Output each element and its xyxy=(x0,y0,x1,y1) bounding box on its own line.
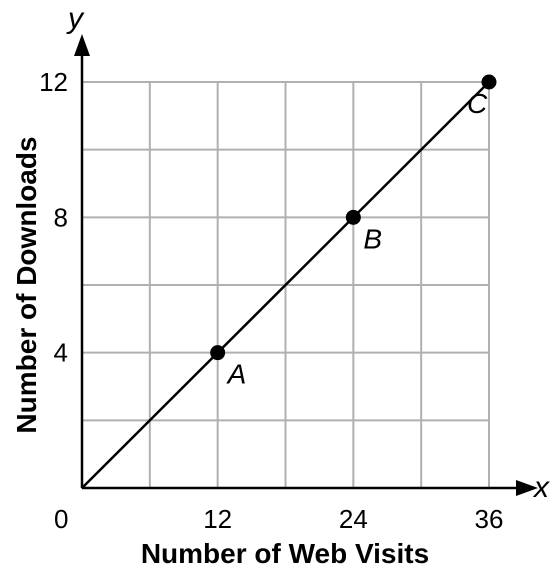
x-axis-arrowhead xyxy=(516,480,538,496)
point-label-c: C xyxy=(467,88,488,119)
axes: x y xyxy=(66,2,550,504)
y-tick-label: 12 xyxy=(39,67,68,97)
y-tick-label: 8 xyxy=(54,202,68,232)
origin-label: 0 xyxy=(54,504,68,534)
data-points: A B C xyxy=(210,74,497,390)
point-label-b: B xyxy=(363,223,382,254)
series-line xyxy=(81,81,490,489)
x-tick-label: 24 xyxy=(339,504,368,534)
y-axis-variable: y xyxy=(66,2,85,35)
data-point-b xyxy=(345,209,361,225)
data-point-a xyxy=(210,345,226,361)
point-label-a: A xyxy=(226,359,247,390)
y-tick-label: 4 xyxy=(54,338,68,368)
y-axis-title: Number of Downloads xyxy=(11,136,42,433)
x-tick-label: 12 xyxy=(203,504,232,534)
x-axis-title: Number of Web Visits xyxy=(141,538,429,569)
data-point-c xyxy=(481,74,497,90)
x-axis-variable: x xyxy=(532,471,550,504)
y-axis-arrowhead xyxy=(74,34,90,56)
x-tick-label: 36 xyxy=(475,504,504,534)
